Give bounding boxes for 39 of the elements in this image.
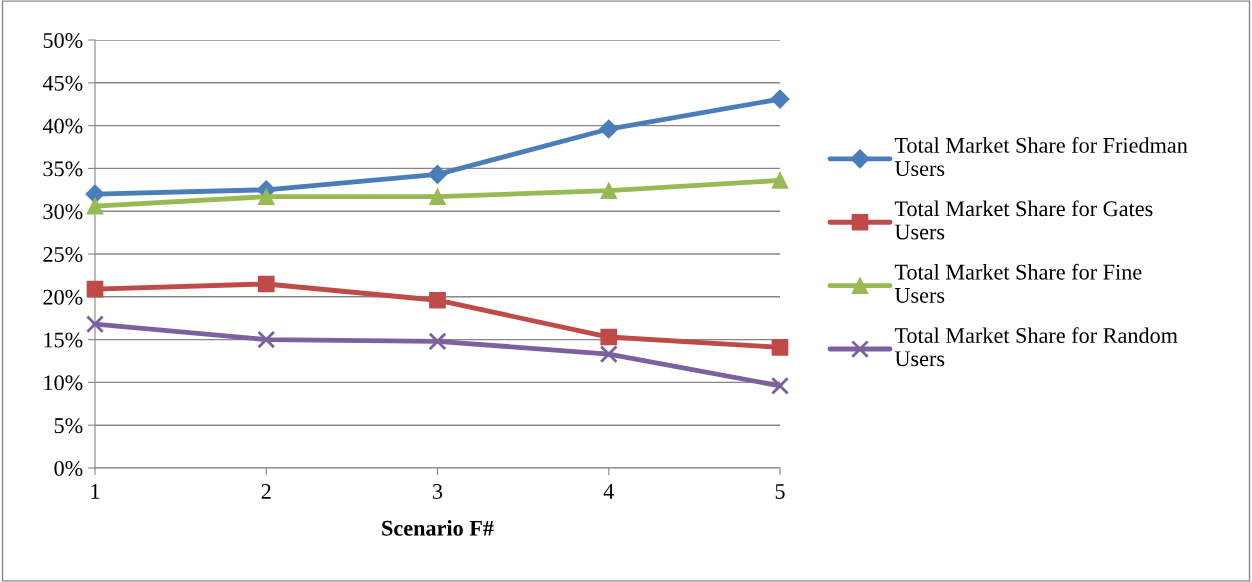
x-axis-title: Scenario F# bbox=[382, 520, 494, 536]
y-tick-label: 45% bbox=[42, 75, 83, 91]
point bbox=[86, 280, 104, 298]
legend-label: Total Market Share for Friedman Users bbox=[894, 137, 1188, 177]
y-tick-label: 50% bbox=[43, 32, 83, 48]
point bbox=[85, 315, 105, 334]
point bbox=[428, 332, 447, 351]
x-tick-label: 5 bbox=[775, 484, 785, 499]
y-tick-label: 10% bbox=[44, 375, 83, 391]
point bbox=[600, 328, 618, 346]
x-tick-label: 1 bbox=[91, 484, 100, 499]
point bbox=[257, 275, 275, 293]
y-tick-label: 0% bbox=[54, 460, 83, 476]
point bbox=[600, 182, 618, 199]
y-tick-label: 40% bbox=[42, 118, 83, 134]
point bbox=[770, 89, 790, 109]
point bbox=[427, 164, 448, 184]
y-tick-label: 30% bbox=[43, 204, 83, 220]
x-tick-label: 4 bbox=[603, 484, 614, 499]
point bbox=[599, 345, 618, 364]
point bbox=[599, 119, 619, 139]
y-tick-label: 15% bbox=[44, 332, 83, 348]
y-tick-label: 35% bbox=[43, 161, 83, 177]
y-tick-label: 5% bbox=[54, 418, 83, 434]
point bbox=[771, 172, 789, 189]
x-tick-label: 2 bbox=[261, 483, 271, 499]
x-tick-label: 3 bbox=[433, 483, 443, 499]
y-tick-label: 25% bbox=[43, 246, 83, 262]
point bbox=[86, 197, 104, 215]
legend-label: Total Market Share for Gates Users bbox=[894, 200, 1153, 240]
y-tick-label: 20% bbox=[43, 289, 83, 305]
legend-label: Total Market Share for Random Users bbox=[894, 327, 1178, 367]
point bbox=[771, 338, 789, 356]
point bbox=[257, 330, 276, 349]
point bbox=[429, 188, 446, 205]
point bbox=[770, 376, 790, 395]
point bbox=[429, 291, 446, 309]
point bbox=[257, 188, 275, 205]
legend-label: Total Market Share for Fine Users bbox=[894, 263, 1142, 303]
